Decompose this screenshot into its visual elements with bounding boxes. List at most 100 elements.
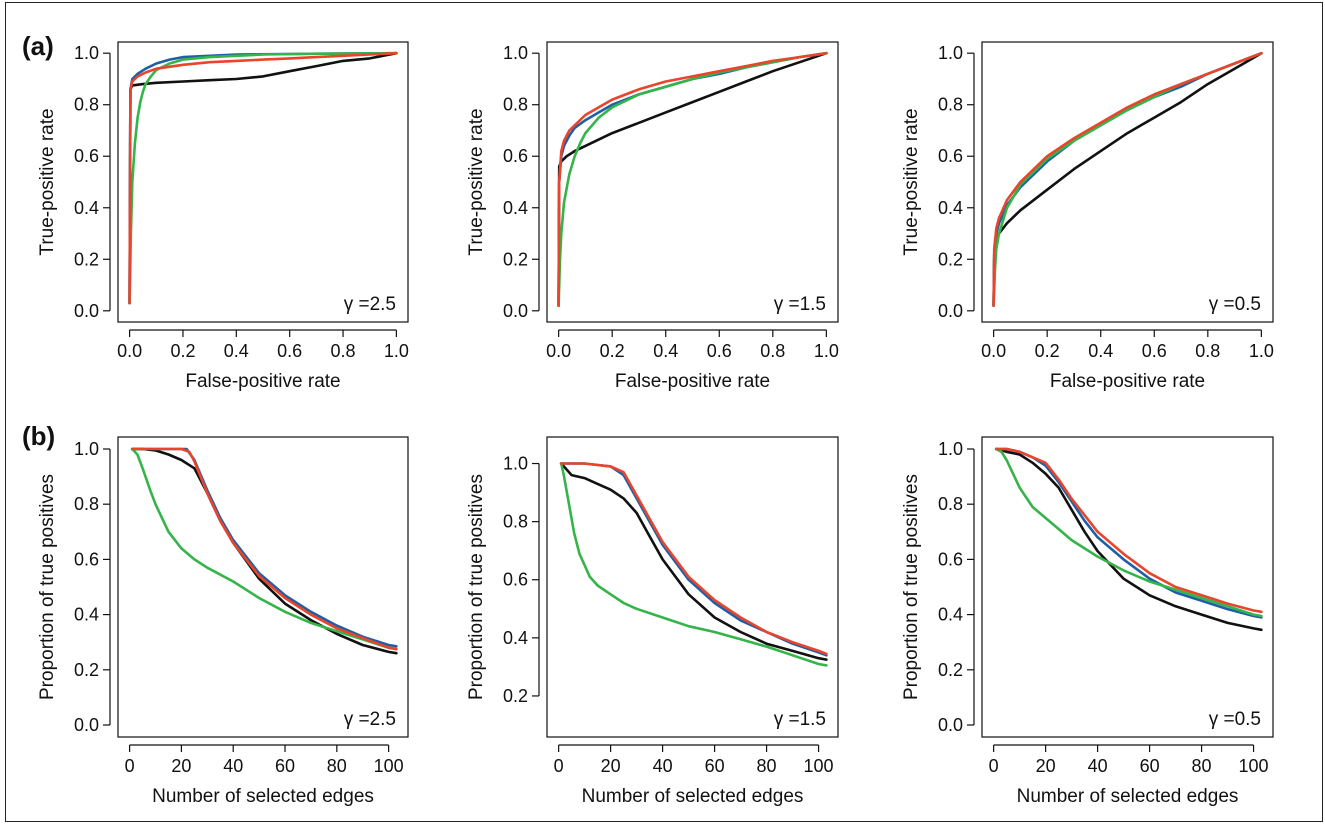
x-tick-label: 60 <box>275 756 295 776</box>
series-line-3 <box>992 51 1263 307</box>
y-tick-label: 1.0 <box>503 43 528 63</box>
chart-1: 0.0 0.2 0.4 0.6 0.8 1.0 0.0 0.2 0.4 0.6 0.8 1.0 Fals… <box>37 41 409 392</box>
plot-frame <box>546 41 839 323</box>
series-line-4 <box>128 51 398 305</box>
y-tick-label: 0.2 <box>503 249 528 269</box>
x-tick-label: 100 <box>374 756 404 776</box>
x-tick-label: 0.4 <box>653 341 678 361</box>
plots-group: 0.0 0.2 0.4 0.6 0.8 1.0 0.0 0.2 0.4 0.6 0.8 1.0 Fals… <box>37 41 1274 807</box>
x-tick-label: 1.0 <box>1249 341 1274 361</box>
series-line-1 <box>128 51 398 305</box>
series-line-3 <box>994 447 1263 618</box>
series-line-1 <box>992 51 1263 307</box>
gamma-annotation: γ =2.5 <box>344 709 396 730</box>
y-axis-title: True-positive rate <box>37 108 58 255</box>
y-tick-label: 0.8 <box>74 95 99 115</box>
chart-4: 0 20 40 60 80 100 0.0 0.2 0.4 0.6 0.8 1.0 Number of … <box>37 436 409 807</box>
x-tick-label: 0.4 <box>224 341 249 361</box>
x-tick-label: 0 <box>554 756 564 776</box>
y-axis-title: Proportion of true positives <box>37 474 58 700</box>
x-tick-label: 20 <box>1036 756 1056 776</box>
x-tick-label: 0.2 <box>600 341 625 361</box>
y-tick-label: 0.6 <box>938 549 963 569</box>
y-tick-label: 1.0 <box>74 439 99 459</box>
x-tick-label: 80 <box>757 756 777 776</box>
gamma-annotation: γ =0.5 <box>1209 294 1261 315</box>
x-tick-label: 40 <box>223 756 243 776</box>
y-tick-label: 1.0 <box>938 439 963 459</box>
x-tick-label: 80 <box>1192 756 1212 776</box>
series-line-4 <box>130 447 398 651</box>
y-axis-title: Proportion of true positives <box>466 474 487 700</box>
x-axis-title: False-positive rate <box>1050 371 1205 392</box>
x-tick-label: 0.2 <box>1035 341 1060 361</box>
series-line-1 <box>557 51 828 307</box>
y-tick-label: 0.0 <box>74 715 99 735</box>
y-tick-label: 0.0 <box>74 301 99 321</box>
gamma-annotation: γ =2.5 <box>344 294 396 315</box>
x-tick-label: 0.8 <box>760 341 785 361</box>
y-tick-label: 0.4 <box>503 628 528 648</box>
x-axis-title: False-positive rate <box>615 371 770 392</box>
x-tick-label: 40 <box>1088 756 1108 776</box>
x-tick-label: 100 <box>1239 756 1269 776</box>
x-tick-label: 0.6 <box>277 341 302 361</box>
series-line-4 <box>994 447 1263 614</box>
series-line-2 <box>992 51 1263 307</box>
y-tick-label: 0.8 <box>503 512 528 532</box>
series-line-3 <box>130 447 398 651</box>
y-tick-label: 1.0 <box>74 43 99 63</box>
y-tick-label: 0.4 <box>938 605 963 625</box>
series-line-4 <box>992 51 1263 307</box>
series-line-1 <box>559 462 828 661</box>
series-line-4 <box>557 51 828 307</box>
x-tick-label: 0.0 <box>546 341 571 361</box>
x-tick-label: 80 <box>327 756 347 776</box>
y-tick-label: 0.4 <box>74 605 99 625</box>
panel-label-a: (a) <box>22 31 54 61</box>
y-tick-label: 0.6 <box>938 146 963 166</box>
series-line-3 <box>128 51 398 305</box>
x-axis-title: False-positive rate <box>185 371 340 392</box>
y-tick-label: 0.2 <box>74 249 99 269</box>
x-axis-title: Number of selected edges <box>1017 786 1239 807</box>
y-tick-label: 1.0 <box>938 43 963 63</box>
y-axis-title: True-positive rate <box>901 108 922 255</box>
x-tick-label: 0 <box>125 756 135 776</box>
plot-frame <box>981 41 1274 323</box>
y-axis-title: Proportion of true positives <box>901 474 922 700</box>
x-tick-label: 1.0 <box>814 341 839 361</box>
series-line-3 <box>559 462 828 667</box>
plot-frame <box>546 436 839 738</box>
series-line-1 <box>130 447 398 655</box>
series-line-1 <box>994 447 1263 632</box>
panel-label-b: (b) <box>22 421 55 451</box>
y-tick-label: 0.8 <box>503 95 528 115</box>
gamma-annotation: γ =1.5 <box>774 709 826 730</box>
plot-frame <box>981 436 1274 738</box>
series-line-2 <box>557 51 828 307</box>
y-tick-label: 0.0 <box>938 715 963 735</box>
y-axis-title: True-positive rate <box>466 108 487 255</box>
y-tick-label: 0.6 <box>503 146 528 166</box>
series-line-2 <box>128 51 398 305</box>
x-tick-label: 20 <box>601 756 621 776</box>
y-tick-label: 0.2 <box>503 686 528 706</box>
y-tick-label: 0.0 <box>503 301 528 321</box>
gamma-annotation: γ =0.5 <box>1209 709 1261 730</box>
x-tick-label: 0.4 <box>1088 341 1113 361</box>
x-tick-label: 20 <box>171 756 191 776</box>
x-tick-label: 0.8 <box>1195 341 1220 361</box>
chart-2: 0.0 0.2 0.4 0.6 0.8 1.0 0.0 0.2 0.4 0.6 0.8 1.0 Fals… <box>466 41 839 392</box>
y-tick-label: 0.0 <box>938 301 963 321</box>
y-tick-label: 0.8 <box>938 494 963 514</box>
series-line-4 <box>559 462 828 656</box>
series-line-2 <box>130 447 398 648</box>
y-tick-label: 0.4 <box>74 198 99 218</box>
x-tick-label: 60 <box>705 756 725 776</box>
y-tick-label: 0.2 <box>938 249 963 269</box>
y-tick-label: 0.4 <box>503 198 528 218</box>
x-tick-label: 60 <box>1140 756 1160 776</box>
y-tick-label: 1.0 <box>503 454 528 474</box>
x-axis-title: Number of selected edges <box>152 786 374 807</box>
